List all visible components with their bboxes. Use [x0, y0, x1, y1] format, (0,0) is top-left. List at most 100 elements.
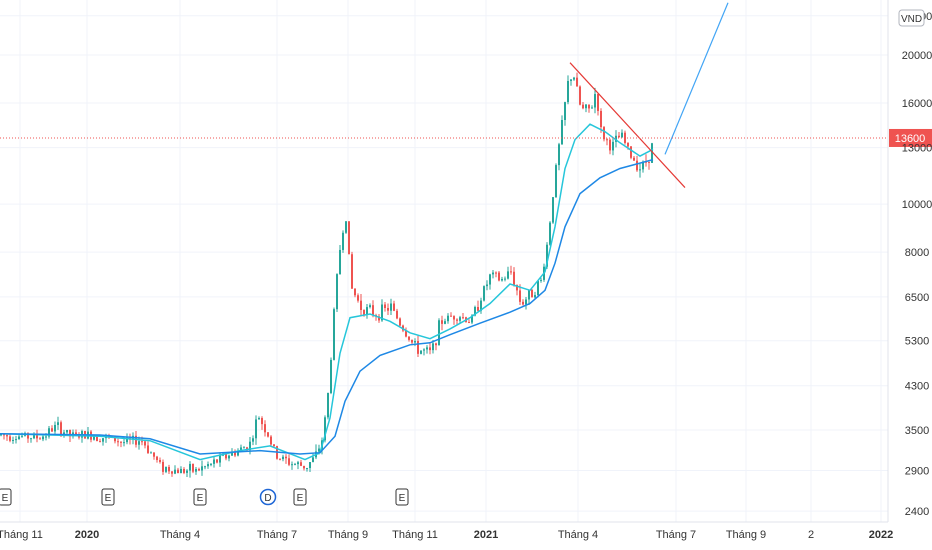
candle	[630, 145, 632, 160]
currency-label: VND	[901, 14, 922, 25]
candle	[171, 471, 173, 477]
candle	[441, 315, 443, 331]
candle	[195, 467, 197, 475]
candle	[477, 300, 479, 312]
candle	[531, 288, 533, 298]
earnings-marker[interactable]: E	[395, 488, 409, 506]
earnings-marker[interactable]: E	[101, 488, 115, 506]
dividend-marker[interactable]: D	[259, 488, 277, 506]
candle	[366, 304, 368, 319]
candle	[39, 436, 41, 440]
candle	[147, 441, 149, 455]
candle	[336, 273, 338, 312]
trendline[interactable]	[569, 62, 686, 188]
candle	[162, 459, 164, 475]
candle	[462, 312, 464, 320]
candle	[243, 446, 245, 449]
candle	[570, 79, 572, 86]
candle	[327, 392, 329, 420]
candle	[579, 85, 581, 106]
price-tick-label: 2900	[905, 465, 929, 477]
candle	[357, 293, 359, 303]
candle	[429, 342, 431, 355]
earnings-marker[interactable]: E	[293, 488, 307, 506]
candle	[144, 440, 146, 449]
currency-badge[interactable]: VND	[898, 9, 925, 27]
candle	[183, 467, 185, 475]
candle	[396, 308, 398, 320]
projection-line[interactable]	[664, 2, 729, 155]
candle	[468, 319, 470, 324]
candle	[120, 441, 122, 448]
candle	[348, 221, 350, 255]
candle	[573, 76, 575, 81]
current-price-line: 13600	[0, 128, 932, 147]
event-marker-label: E	[2, 493, 9, 504]
candle	[588, 104, 590, 113]
candle	[387, 303, 389, 315]
candle	[501, 276, 503, 282]
price-tick-label: 4300	[905, 381, 929, 393]
candle	[639, 163, 641, 178]
candle	[12, 436, 14, 444]
candle	[168, 464, 170, 475]
candle	[510, 265, 512, 275]
candle	[30, 437, 32, 443]
drawing-tools[interactable]	[569, 2, 729, 188]
candle	[483, 285, 485, 302]
time-tick-label: 2020	[75, 529, 99, 541]
candle	[405, 327, 407, 338]
candle	[294, 462, 296, 466]
price-tick-label: 16000	[902, 98, 932, 110]
candle	[369, 303, 371, 309]
candle	[267, 431, 269, 438]
candle	[339, 244, 341, 275]
candle	[489, 273, 491, 290]
candle	[42, 434, 44, 442]
candle	[165, 466, 167, 474]
candle	[567, 75, 569, 105]
candlestick-series	[0, 72, 653, 478]
price-tick-label: 13000	[902, 143, 932, 155]
event-marker-label: D	[264, 493, 271, 504]
candle	[444, 318, 446, 325]
candle	[213, 455, 215, 468]
candle	[285, 454, 287, 464]
price-axis[interactable]: 2400 2900 3500 4300 5300 6500 8000 10000 13000 16…	[902, 11, 932, 518]
candle	[279, 458, 281, 461]
candle	[15, 435, 17, 444]
candle	[552, 196, 554, 224]
candle	[102, 438, 104, 446]
candle	[288, 454, 290, 467]
earnings-marker[interactable]: E	[0, 488, 12, 506]
price-tick-label: 5300	[905, 336, 929, 348]
candle	[291, 461, 293, 470]
candle	[492, 269, 494, 279]
candle	[426, 345, 428, 354]
candle	[66, 429, 68, 434]
candle	[582, 102, 584, 110]
candle	[117, 438, 119, 447]
candle	[228, 454, 230, 462]
earnings-marker[interactable]: E	[193, 488, 207, 506]
candle	[282, 454, 284, 462]
candle	[297, 460, 299, 470]
time-tick-label: Tháng 4	[558, 529, 598, 541]
price-tick-label: 8000	[905, 247, 929, 259]
event-marker-label: E	[399, 493, 406, 504]
candle	[258, 416, 260, 420]
price-tick-label: 10000	[902, 199, 932, 211]
time-tick-label: Tháng 7	[656, 529, 696, 541]
candle	[3, 433, 5, 440]
candle	[354, 288, 356, 298]
candle	[48, 426, 50, 439]
candle	[201, 460, 203, 476]
candle	[177, 467, 179, 474]
candle	[600, 108, 602, 133]
candle	[486, 280, 488, 291]
candle	[525, 297, 527, 310]
time-tick-label: 2022	[869, 529, 893, 541]
time-axis[interactable]: Tháng 11 2020 Tháng 4 Tháng 7 Tháng 9 Tháng 1…	[0, 529, 893, 541]
